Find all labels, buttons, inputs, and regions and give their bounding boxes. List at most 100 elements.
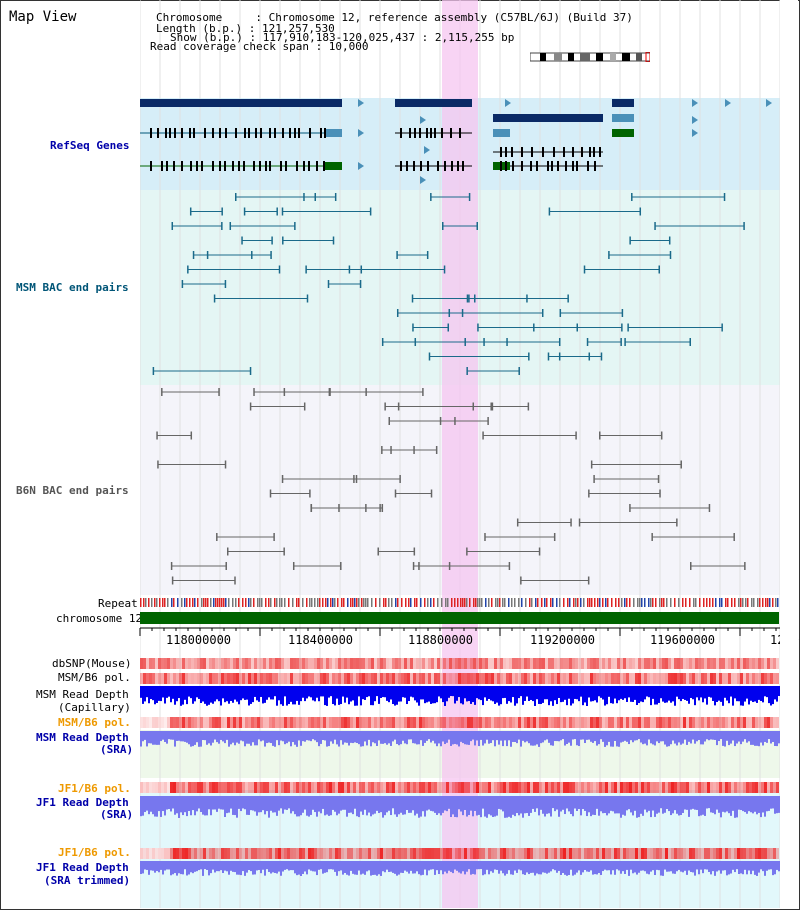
read-depth-bar bbox=[344, 861, 346, 873]
track-label-jf1-depth-sra[interactable]: JF1 Read Depth bbox=[36, 796, 129, 809]
read-depth-bar bbox=[498, 861, 500, 874]
heat-cell bbox=[557, 717, 560, 728]
exon-mark bbox=[243, 161, 245, 171]
heat-cell bbox=[770, 848, 773, 859]
read-depth-bar bbox=[426, 731, 428, 741]
heat-cell bbox=[677, 782, 680, 793]
track-label-msm-b6-pol[interactable]: MSM/B6 pol. bbox=[58, 671, 131, 684]
heat-cell bbox=[473, 673, 476, 684]
read-depth-bar bbox=[758, 686, 760, 700]
read-depth-bar bbox=[192, 686, 194, 704]
heat-cell bbox=[509, 673, 512, 684]
track-label-jf1-depth-trimmed[interactable]: JF1 Read Depth bbox=[36, 861, 129, 874]
read-depth-bar bbox=[588, 731, 590, 740]
read-depth-bar bbox=[356, 686, 358, 706]
repeat-mark bbox=[383, 598, 385, 607]
track-label-jf1-b6-pol[interactable]: JF1/B6 pol. bbox=[58, 782, 131, 795]
track-label-msm-bac[interactable]: MSM BAC end pairs bbox=[16, 281, 129, 294]
heat-cell bbox=[143, 658, 146, 669]
read-depth-bar bbox=[280, 796, 282, 809]
read-depth-bar bbox=[244, 796, 246, 810]
read-depth-bar bbox=[504, 796, 506, 818]
track-label-msm-depth-sra[interactable]: MSM Read Depth bbox=[36, 731, 129, 744]
heat-cell bbox=[728, 848, 731, 859]
track-label-dbsnp[interactable]: dbSNP(Mouse) bbox=[52, 657, 132, 670]
read-depth-bar bbox=[640, 686, 642, 702]
read-depth-bar bbox=[304, 861, 306, 872]
heat-cell bbox=[293, 848, 296, 859]
repeat-mark bbox=[167, 598, 169, 607]
heat-cell bbox=[500, 717, 503, 728]
heat-cell bbox=[401, 782, 404, 793]
repeat-mark bbox=[481, 598, 483, 607]
read-depth-bar bbox=[694, 686, 696, 706]
heat-cell bbox=[191, 782, 194, 793]
read-depth-bar bbox=[550, 861, 552, 872]
read-depth-bar bbox=[710, 731, 712, 740]
read-depth-bar bbox=[394, 861, 396, 874]
repeat-mark bbox=[753, 598, 755, 607]
heat-cell bbox=[683, 782, 686, 793]
track-label-jf1-b6-pol-2[interactable]: JF1/B6 pol. bbox=[58, 846, 131, 859]
heat-cell bbox=[557, 848, 560, 859]
read-depth-bar bbox=[154, 731, 156, 745]
read-depth-bar bbox=[596, 731, 598, 746]
read-depth-bar bbox=[334, 796, 336, 812]
heat-cell bbox=[611, 658, 614, 669]
read-depth-bar bbox=[348, 686, 350, 705]
heat-cell bbox=[746, 848, 749, 859]
read-depth-bar bbox=[680, 731, 682, 745]
read-depth-bar bbox=[684, 796, 686, 810]
repeat-mark bbox=[706, 598, 708, 607]
read-depth-bar bbox=[368, 861, 370, 871]
read-depth-bar bbox=[516, 796, 518, 814]
track-label-refseq[interactable]: RefSeq Genes bbox=[50, 139, 130, 152]
read-depth-bar bbox=[234, 796, 236, 816]
read-depth-bar bbox=[436, 861, 438, 871]
read-depth-bar bbox=[746, 686, 748, 699]
read-depth-bar bbox=[680, 686, 682, 702]
read-depth-bar bbox=[662, 731, 664, 742]
read-depth-bar bbox=[190, 686, 192, 699]
read-depth-bar bbox=[602, 731, 604, 742]
track-label-b6n-bac[interactable]: B6N BAC end pairs bbox=[16, 484, 129, 497]
read-depth-bar bbox=[670, 731, 672, 745]
read-depth-bar bbox=[358, 686, 360, 697]
read-depth-bar bbox=[512, 731, 514, 742]
read-depth-bar bbox=[274, 796, 276, 813]
selected-region-highlight[interactable] bbox=[442, 0, 478, 908]
heat-cell bbox=[731, 717, 734, 728]
track-label-msm-depth-capillary[interactable]: MSM Read Depth bbox=[36, 688, 129, 701]
repeat-mark bbox=[322, 598, 324, 607]
heat-cell bbox=[320, 658, 323, 669]
repeat-mark bbox=[253, 598, 255, 607]
track-label-chromosome[interactable]: chromosome 12 bbox=[56, 612, 143, 625]
heat-cell bbox=[401, 717, 404, 728]
track-label-repeat[interactable]: Repeat bbox=[98, 597, 138, 610]
read-depth-bar bbox=[252, 861, 254, 875]
read-depth-bar bbox=[342, 731, 344, 745]
read-depth-bar bbox=[468, 731, 470, 745]
read-depth-bar bbox=[182, 796, 184, 816]
read-depth-bar bbox=[400, 731, 402, 745]
heat-cell bbox=[377, 658, 380, 669]
repeat-mark bbox=[652, 598, 654, 607]
read-depth-bar bbox=[270, 796, 272, 811]
heat-cell bbox=[443, 782, 446, 793]
read-depth-bar bbox=[242, 731, 244, 742]
heat-cell bbox=[485, 717, 488, 728]
heat-cell bbox=[290, 658, 293, 669]
heat-cell bbox=[377, 673, 380, 684]
read-depth-bar bbox=[620, 686, 622, 699]
repeat-mark bbox=[559, 598, 561, 607]
read-depth-bar bbox=[352, 686, 354, 701]
track-label-msm-b6-pol-sra[interactable]: MSM/B6 pol. bbox=[58, 716, 131, 729]
read-depth-bar bbox=[530, 686, 532, 700]
read-depth-bar bbox=[166, 861, 168, 870]
read-depth-bar bbox=[574, 796, 576, 809]
read-depth-bar bbox=[224, 796, 226, 817]
chromosome-ideogram[interactable] bbox=[530, 52, 650, 62]
heat-cell bbox=[416, 658, 419, 669]
read-depth-bar bbox=[524, 796, 526, 814]
